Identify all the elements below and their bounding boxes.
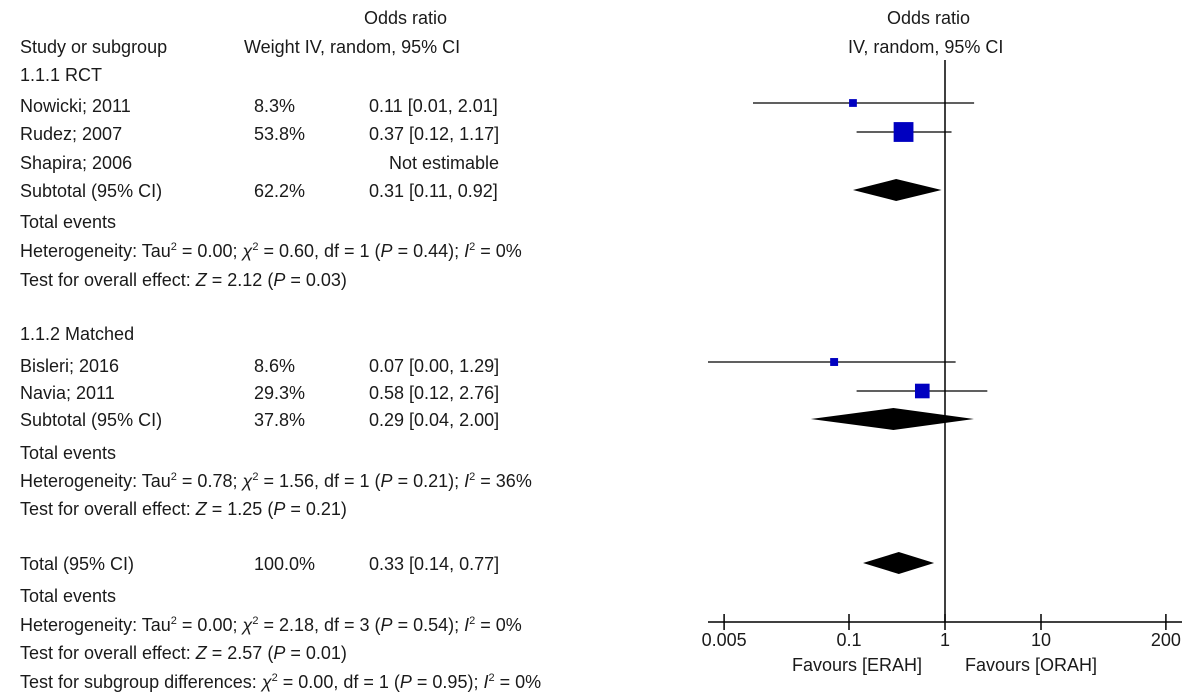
- study-name: Bisleri; 2016: [20, 356, 120, 376]
- overall-effect-stat: Test for overall effect: Z = 2.12 (P = 0…: [20, 270, 347, 290]
- heterogeneity-stat: Heterogeneity: Tau2 = 0.00; χ2 = 2.18, d…: [20, 615, 522, 635]
- x-label-right: Favours [ORAH]: [965, 655, 1097, 675]
- study-weight: 29.3%: [254, 383, 306, 403]
- weight-ci-title: Odds ratio: [364, 8, 448, 28]
- heterogeneity-stat: Heterogeneity: Tau2 = 0.78; χ2 = 1.56, d…: [20, 471, 532, 491]
- x-tick-label: 1: [940, 630, 950, 650]
- study-name: Shapira; 2006: [20, 153, 133, 173]
- subgroup-differences-stat: Test for subgroup differences: χ2 = 0.00…: [20, 672, 542, 692]
- study-marker: [914, 383, 930, 399]
- x-tick-label: 0.1: [836, 630, 861, 650]
- subtotal-weight: 62.2%: [254, 181, 306, 201]
- study-weight: 8.6%: [254, 356, 296, 376]
- study-ci: 0.37 [0.12, 1.17]: [369, 124, 500, 144]
- total-weight: 100.0%: [254, 554, 316, 574]
- pooled-diamond: [863, 552, 935, 574]
- overall-effect-stat: Test for overall effect: Z = 2.57 (P = 0…: [20, 643, 347, 663]
- overall-effect-stat: Test for overall effect: Z = 1.25 (P = 0…: [20, 499, 347, 519]
- study-marker: [849, 99, 857, 107]
- study-name: Rudez; 2007: [20, 124, 123, 144]
- subtotal-ci: 0.29 [0.04, 2.00]: [369, 410, 500, 430]
- weight-ci-header: Weight IV, random, 95% CI: [244, 37, 461, 57]
- study-name: Nowicki; 2011: [20, 96, 131, 116]
- subgroup-title: 1.1.2 Matched: [20, 324, 135, 344]
- study-ci: 0.07 [0.00, 1.29]: [369, 356, 500, 376]
- subgroup-title: 1.1.1 RCT: [20, 65, 103, 85]
- pooled-diamond: [852, 179, 942, 201]
- heterogeneity-stat: Heterogeneity: Tau2 = 0.00; χ2 = 0.60, d…: [20, 241, 522, 261]
- study-ci: 0.58 [0.12, 2.76]: [369, 383, 500, 403]
- subtotal-weight: 37.8%: [254, 410, 306, 430]
- x-tick-label: 0.005: [702, 630, 747, 650]
- subtotal-label: Subtotal (95% CI): [20, 181, 163, 201]
- x-tick-label: 200: [1151, 630, 1181, 650]
- study-ci: 0.11 [0.01, 2.01]: [369, 96, 498, 116]
- study-marker: [830, 358, 839, 366]
- study-marker: [893, 122, 914, 142]
- study-weight: 53.8%: [254, 124, 306, 144]
- subtotal-ci: 0.31 [0.11, 0.92]: [369, 181, 498, 201]
- study-name: Navia; 2011: [20, 383, 115, 403]
- total-events-label: Total events: [20, 212, 117, 232]
- pooled-diamond: [810, 408, 974, 430]
- x-label-left: Favours [ERAH]: [792, 655, 922, 675]
- study-weight: 8.3%: [254, 96, 296, 116]
- total-ci: 0.33 [0.14, 0.77]: [369, 554, 500, 574]
- study-ci: Not estimable: [389, 153, 500, 173]
- total-events-label: Total events: [20, 586, 117, 606]
- study-column-header: Study or subgroup: [20, 37, 168, 57]
- total-label: Total (95% CI): [20, 554, 135, 574]
- plot-subtitle: IV, random, 95% CI: [848, 37, 1004, 57]
- subtotal-label: Subtotal (95% CI): [20, 410, 163, 430]
- plot-title: Odds ratio: [887, 8, 971, 28]
- x-tick-label: 10: [1031, 630, 1051, 650]
- total-events-label: Total events: [20, 443, 117, 463]
